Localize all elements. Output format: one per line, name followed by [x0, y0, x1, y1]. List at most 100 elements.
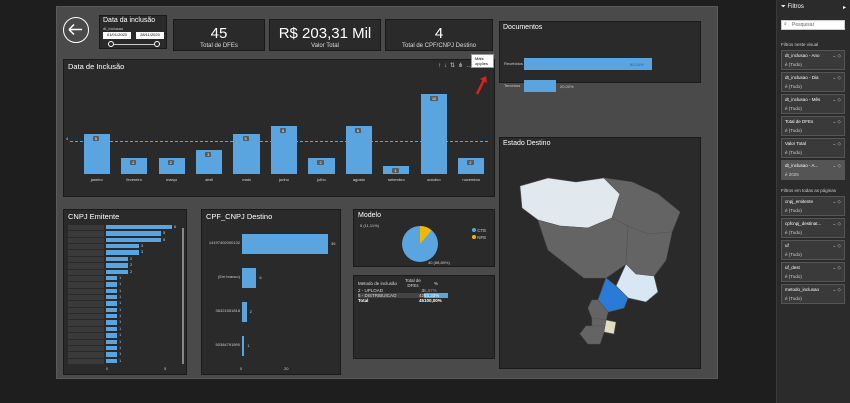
bar-novembro[interactable] [458, 158, 485, 174]
emitente-bar[interactable] [106, 275, 117, 281]
filter-card[interactable]: uf_dest é (Tudo) ⌄ ◇ [781, 262, 845, 282]
filter-card[interactable]: dt_inclusao - A... é 2025 ⌄ ◇ [781, 160, 845, 180]
cpf-cnpj-destino-card[interactable]: CPF_CNPJ Destino 14197402000132 36 (Em bra… [201, 209, 341, 375]
doc-bar[interactable] [524, 58, 652, 70]
filter-expand-icon[interactable]: ⌄ ◇ [832, 243, 841, 248]
date-chart-card[interactable]: Data de Inclusão ↑↓⇅⋔… Mais opções 4 5 ja… [63, 54, 495, 197]
sort-up-icon[interactable]: ↑ [438, 63, 444, 69]
emitente-bar[interactable] [106, 263, 128, 268]
date-from-input[interactable]: 01/01/2020 [103, 32, 131, 39]
th-total[interactable]: Total de DFEs [405, 278, 421, 288]
red-arrow-annotation [475, 76, 487, 95]
more-options-icon[interactable]: … [466, 63, 475, 69]
emitente-bar[interactable] [106, 333, 117, 338]
expand-icon[interactable]: ⇅ [450, 63, 459, 69]
emitente-bar[interactable] [106, 339, 117, 344]
filter-expand-icon[interactable]: ⌄ ◇ [832, 199, 841, 204]
table-row[interactable]: 2 - UPLOAD 3 6,67% [358, 288, 448, 293]
filter-expand-icon[interactable]: ⌄ ◇ [832, 221, 841, 226]
table-row[interactable]: 5 - DISTRIBUICAO 42 93,33% [358, 293, 448, 298]
emitente-bar[interactable] [106, 269, 128, 274]
brazil-map[interactable] [508, 168, 688, 348]
filter-card[interactable]: cpfcnpj_destinat... é (Tudo) ⌄ ◇ [781, 218, 845, 238]
bar-março[interactable] [158, 158, 185, 174]
date-slider[interactable] [110, 44, 158, 45]
emitente-bar[interactable] [106, 314, 117, 319]
destino-value: 1 [247, 343, 250, 348]
destino-bar[interactable] [242, 268, 257, 288]
emitente-row-label [68, 250, 104, 256]
bar-fevereiro[interactable] [121, 158, 148, 174]
bar-agosto[interactable] [345, 126, 372, 174]
bar-julho[interactable] [308, 158, 335, 174]
filters-pane-header[interactable]: ⏷ Filtros [781, 4, 804, 11]
emitente-row-label [68, 326, 104, 333]
back-button[interactable] [63, 17, 89, 43]
filter-search-input[interactable]: Pesquisar [781, 20, 845, 30]
x-tick-label: julho [317, 177, 326, 182]
emitente-bar[interactable] [106, 282, 117, 287]
emitente-bar[interactable] [106, 301, 117, 306]
filter-expand-icon[interactable]: ⌄ ◇ [832, 141, 841, 146]
destino-bar[interactable] [242, 234, 328, 254]
filter-value: é (Tudo) [785, 230, 802, 235]
modelo-card[interactable]: Modelo 5 (11,11%) 40 (88,89%) CTE NFE [353, 209, 495, 267]
date-slicer[interactable]: Data da inclusão dt_inclusao 01/01/2020 … [99, 15, 167, 49]
x-tick-label: novembro [462, 177, 481, 182]
drill-icon[interactable]: ⋔ [458, 63, 467, 69]
collapse-pane-icon[interactable]: ▸ [842, 5, 846, 11]
visual-header-icons: ↑↓⇅⋔… [438, 62, 475, 69]
emitente-bar[interactable] [106, 225, 172, 230]
emitente-value: 1 [119, 274, 122, 280]
doc-bar[interactable] [524, 80, 556, 92]
filter-card[interactable]: cnpj_emitente é (Tudo) ⌄ ◇ [781, 196, 845, 216]
estado-destino-card[interactable]: Estado Destino [499, 137, 701, 369]
filter-expand-icon[interactable]: ⌄ ◇ [832, 163, 841, 168]
th-percent[interactable]: % [433, 280, 438, 286]
bar-outubro[interactable] [420, 94, 447, 174]
emitente-bar[interactable] [106, 326, 117, 332]
emitente-bar[interactable] [106, 250, 139, 255]
emitente-bar[interactable] [106, 295, 117, 300]
filter-expand-icon[interactable]: ⌄ ◇ [832, 119, 841, 124]
emitente-bar[interactable] [106, 244, 139, 249]
documentos-card[interactable]: Documentos Recebidos 80,00% Terceiros 20,00… [499, 21, 701, 92]
emitente-value: 1 [119, 300, 122, 306]
emitente-bar[interactable] [106, 231, 161, 236]
emitente-bar[interactable] [106, 288, 117, 293]
filter-card[interactable]: dt_inclusao - Dia é (Tudo) ⌄ ◇ [781, 72, 845, 92]
emitente-bar[interactable] [106, 307, 117, 313]
filter-card[interactable]: Total de DFEs é (Tudo) ⌄ ◇ [781, 116, 845, 136]
bar-value-label: 2 [467, 160, 474, 165]
emitente-bar[interactable] [106, 358, 117, 363]
destino-bar[interactable] [242, 336, 245, 356]
filter-card[interactable]: metodo_inclusao é (Tudo) ⌄ ◇ [781, 284, 845, 304]
emitente-bar[interactable] [106, 345, 117, 351]
filter-card[interactable]: dt_inclusao - Ano é (Tudo) ⌄ ◇ [781, 50, 845, 70]
emitente-bar[interactable] [106, 352, 117, 357]
th-metodo[interactable]: Metodo de inclusão [358, 280, 398, 286]
filter-expand-icon[interactable]: ⌄ ◇ [832, 75, 841, 80]
date-to-input[interactable]: 28/11/2020 [136, 32, 164, 39]
filter-expand-icon[interactable]: ⌄ ◇ [832, 287, 841, 292]
emitente-bar[interactable] [106, 237, 161, 243]
destino-value: 2 [249, 309, 252, 314]
emitente-bar[interactable] [106, 256, 128, 262]
filter-expand-icon[interactable]: ⌄ ◇ [832, 53, 841, 58]
destino-bar[interactable] [242, 302, 247, 322]
modelo-pie[interactable] [400, 224, 440, 264]
emitente-bar[interactable] [106, 320, 117, 325]
filter-card[interactable]: Valor Total é (Tudo) ⌄ ◇ [781, 138, 845, 158]
slider-handle-start[interactable] [108, 41, 114, 47]
filter-card[interactable]: dt_inclusao - Mês é (Tudo) ⌄ ◇ [781, 94, 845, 114]
page-filters-heading: Filtros em todas as páginas [781, 188, 837, 193]
filter-card[interactable]: uf é (Tudo) ⌄ ◇ [781, 240, 845, 260]
slider-handle-end[interactable] [154, 41, 160, 47]
sort-down-icon[interactable]: ↓ [444, 63, 450, 69]
filter-expand-icon[interactable]: ⌄ ◇ [832, 97, 841, 102]
metodo-table-card[interactable]: Metodo de inclusão Total de DFEs % 2 - U… [353, 275, 495, 359]
bar-junho[interactable] [270, 126, 298, 174]
emitente-scrollbar[interactable] [182, 228, 184, 364]
filter-expand-icon[interactable]: ⌄ ◇ [832, 265, 841, 270]
